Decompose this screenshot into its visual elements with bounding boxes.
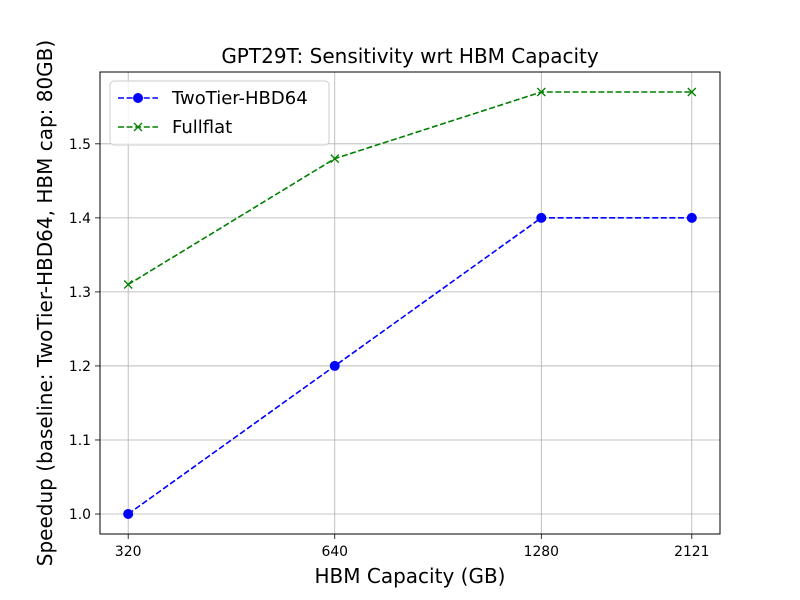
- data-point-twotier-hbd64: [123, 509, 134, 520]
- series-line-twotier-hbd64: [127, 217, 692, 515]
- x-marker-stroke: [687, 87, 697, 97]
- data-point-fullflat: [687, 87, 697, 97]
- legend-label: TwoTier-HBD64: [171, 88, 308, 109]
- data-point-fullflat: [123, 280, 133, 289]
- data-point-twotier-hbd64: [536, 212, 547, 223]
- y-axis-label: Speedup (baseline: TwoTier-HBD64, HBM ca…: [33, 40, 57, 566]
- y-tick-label: 1.3: [69, 285, 91, 301]
- legend-swatch-marker: [133, 122, 143, 132]
- x-marker-stroke: [330, 154, 340, 164]
- x-tick-label: 320: [115, 544, 142, 560]
- data-point-twotier-hbd64: [686, 212, 697, 223]
- plot-area-frame: [99, 71, 721, 535]
- x-tick-label: 2121: [674, 544, 709, 560]
- data-point-fullflat: [536, 87, 546, 97]
- legend-swatch-marker: [133, 93, 143, 103]
- x-marker-stroke: [536, 87, 546, 97]
- series-line-fullflat: [127, 91, 692, 286]
- y-tick-label: 1.0: [69, 507, 91, 523]
- y-tick-label: 1.1: [69, 433, 91, 449]
- legend-box: [109, 80, 330, 146]
- y-tick-label: 1.5: [69, 137, 91, 153]
- x-marker-stroke: [133, 122, 143, 132]
- x-tick-label: 1280: [524, 544, 559, 560]
- data-point-fullflat: [330, 154, 340, 164]
- axis-ticks: 320 640 1280 2121 1.0 1.1 1.2 1.3 1.4 1.5: [69, 137, 710, 560]
- chart-title: GPT29T: Sensitivity wrt HBM Capacity: [221, 44, 599, 68]
- plot-series: [123, 87, 697, 520]
- x-axis-label: HBM Capacity (GB): [315, 564, 506, 588]
- y-tick-label: 1.2: [69, 359, 91, 375]
- x-marker-stroke: [123, 280, 133, 289]
- x-tick-label: 640: [321, 544, 348, 560]
- y-tick-label: 1.4: [69, 211, 91, 227]
- legend-label: Fullflat: [172, 117, 232, 138]
- grid: [100, 72, 720, 534]
- data-point-twotier-hbd64: [329, 360, 340, 371]
- legend: TwoTier-HBD64 Fullflat: [109, 80, 330, 146]
